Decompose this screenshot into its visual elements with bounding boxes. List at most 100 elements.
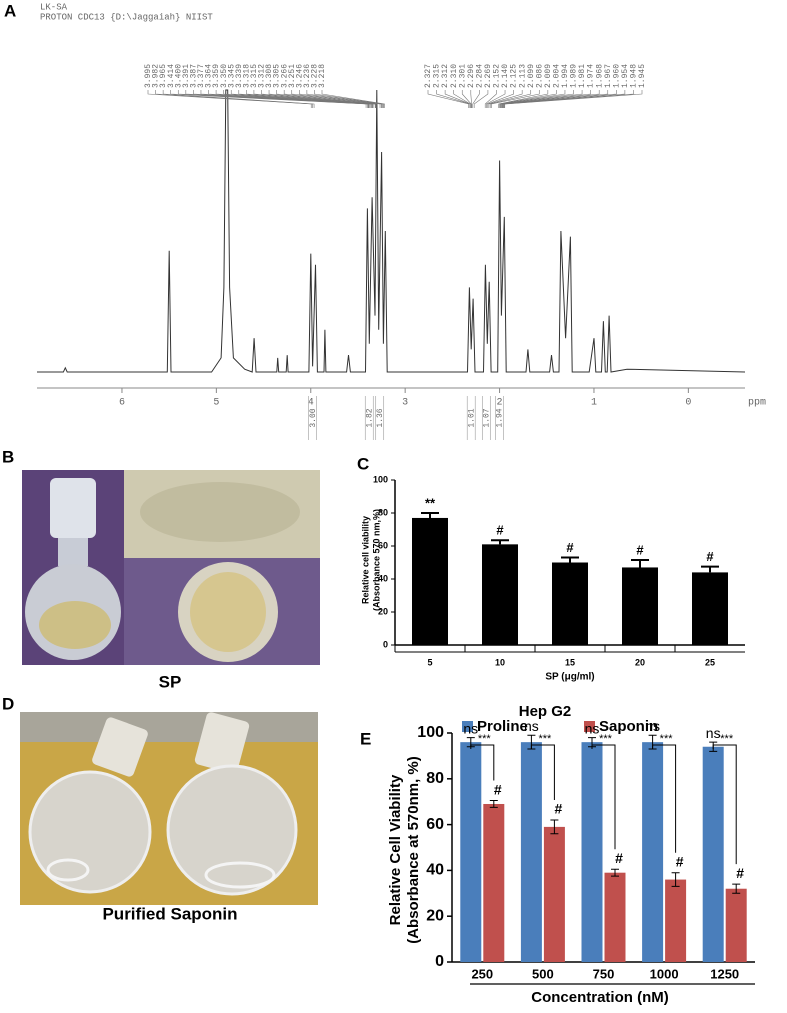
peak-label: 3.400 — [174, 64, 183, 88]
peak-label: 3.218 — [318, 64, 327, 88]
x-tick-label: 2 — [497, 398, 503, 409]
peak-leader — [470, 90, 472, 108]
bar — [483, 803, 505, 962]
significance-label: ns — [463, 720, 478, 736]
x-tick-label: 1 — [591, 398, 597, 409]
legend-label: Proline — [477, 718, 528, 735]
peak-label: 1.994 — [561, 64, 570, 88]
peak-label: 3.387 — [190, 64, 199, 88]
peak-label: 3.251 — [288, 64, 297, 88]
significance-label: # — [496, 523, 504, 538]
peak-leader — [321, 90, 385, 108]
significance-bracket — [470, 744, 495, 781]
y-tick-label: 60 — [378, 540, 388, 550]
peak-label: 2.086 — [535, 64, 544, 88]
peak-leader — [162, 90, 315, 108]
y-tick-label: 40 — [426, 862, 444, 879]
photo-purified-saponin — [20, 712, 318, 905]
bracket-label: *** — [478, 733, 492, 745]
peak-leader — [488, 90, 523, 108]
error-bar — [671, 872, 680, 887]
error-bar — [701, 565, 719, 573]
error-bar — [550, 819, 559, 835]
bar — [604, 872, 626, 962]
peak-label: 3.318 — [242, 64, 251, 88]
bar — [702, 746, 724, 962]
peak-label: 3.312 — [258, 64, 267, 88]
peak-label: 3.228 — [311, 64, 320, 88]
panel-label: E — [360, 729, 371, 748]
peak-leader — [491, 90, 540, 108]
x-tick-label: 750 — [593, 966, 615, 981]
error-bar — [732, 883, 741, 894]
significance-label: # — [676, 853, 684, 869]
peak-label: 3.339 — [235, 64, 244, 88]
significance-label: # — [706, 549, 714, 564]
bar — [543, 826, 565, 962]
error-bar — [561, 556, 579, 563]
peak-label: 2.009 — [544, 64, 553, 88]
bracket-label: *** — [599, 733, 613, 745]
y-tick-label: 80 — [426, 770, 444, 787]
x-tick-label: 250 — [471, 966, 493, 981]
peak-leader — [436, 90, 471, 108]
spectrum-line — [37, 89, 746, 373]
integral-bracket — [481, 396, 491, 440]
peak-label: 1.968 — [595, 64, 604, 88]
integral-label: 1.82 — [365, 408, 374, 427]
spectrum-header: LK-SA — [40, 2, 68, 12]
x-tick-label: 5 — [213, 398, 219, 409]
significance-label: # — [736, 865, 744, 881]
significance-bracket — [530, 744, 555, 801]
peak-label: 3.995 — [144, 64, 153, 88]
significance-label: # — [615, 850, 623, 866]
y-axis-label: Relative Cell Viability — [387, 774, 404, 925]
significance-bracket — [652, 744, 677, 853]
error-bar — [421, 512, 439, 518]
x-axis-label: Concentration (nM) — [531, 989, 668, 1006]
peak-label: 1.981 — [578, 64, 587, 88]
peak-label: 2.125 — [510, 64, 519, 88]
bar — [412, 517, 448, 645]
peak-label: 3.414 — [167, 64, 176, 88]
integral-label: 1.01 — [467, 408, 476, 427]
peak-leader — [291, 90, 382, 108]
peak-label: 3.965 — [159, 64, 168, 88]
bracket-label: *** — [720, 733, 734, 745]
peak-leader — [498, 90, 549, 108]
peak-label: 3.308 — [265, 64, 274, 88]
chart-title: Hep G2 — [519, 703, 572, 720]
peak-leader — [461, 90, 472, 108]
peak-label: 1.960 — [612, 64, 621, 88]
peak-leader — [299, 90, 383, 108]
error-bar — [489, 800, 498, 808]
peak-label: 1.967 — [604, 64, 613, 88]
legend-swatch — [584, 721, 595, 732]
integral-bracket — [308, 396, 317, 440]
bar — [581, 742, 603, 962]
significance-bracket — [591, 744, 616, 850]
peak-label: 2.301 — [458, 64, 467, 88]
bar — [665, 879, 687, 962]
bar — [482, 544, 518, 645]
x-tick-label: 10 — [495, 657, 505, 667]
y-tick-label: 100 — [373, 474, 388, 484]
peak-leader — [484, 90, 497, 108]
peak-label: 3.266 — [280, 64, 289, 88]
peak-leader — [501, 90, 583, 108]
peak-label: 2.099 — [527, 64, 536, 88]
integral-bracket — [495, 396, 504, 440]
y-tick-label: 20 — [378, 606, 388, 616]
peak-label: 3.345 — [227, 64, 236, 88]
significance-label: ** — [425, 495, 436, 510]
y-axis-label: Relative cell viability — [360, 516, 370, 604]
peak-label: 2.312 — [441, 64, 450, 88]
significance-label: ns — [524, 718, 539, 734]
peak-label: 2.269 — [484, 64, 493, 88]
peak-leader — [498, 90, 557, 108]
peak-label: 3.315 — [250, 64, 259, 88]
peak-leader — [486, 90, 506, 108]
peak-label: 3.305 — [273, 64, 282, 88]
y-axis-label: (Absorbance 570 nm,%) — [371, 509, 381, 611]
